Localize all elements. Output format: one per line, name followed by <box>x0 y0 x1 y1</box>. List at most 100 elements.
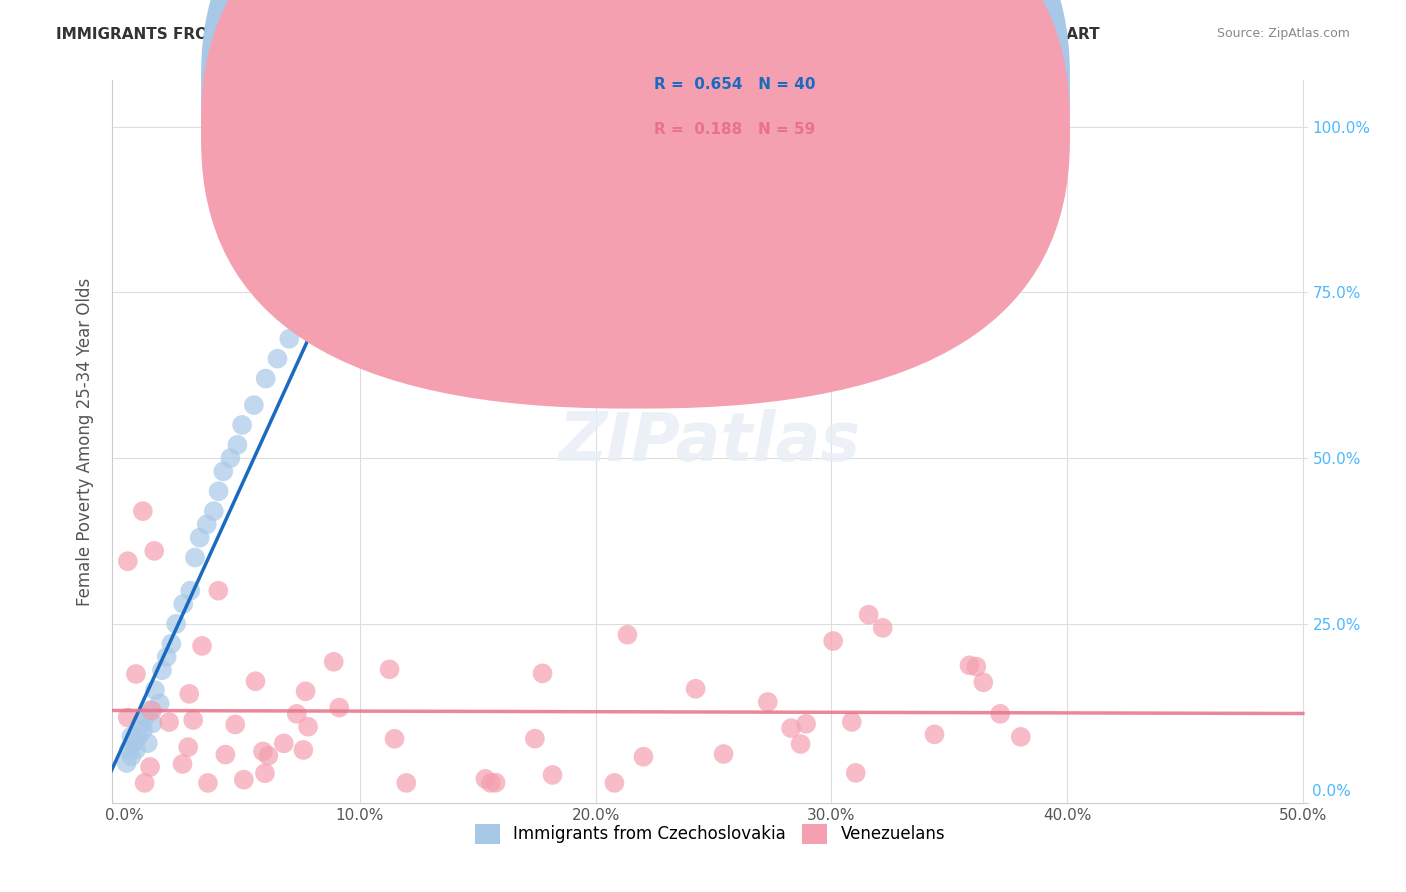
Point <box>184 550 207 565</box>
Point <box>328 700 350 714</box>
Point <box>141 704 163 718</box>
Point <box>685 681 707 696</box>
Point <box>232 772 254 787</box>
Point <box>872 621 894 635</box>
Point <box>143 544 166 558</box>
Point <box>127 730 149 744</box>
Point <box>858 607 880 622</box>
Point <box>142 716 165 731</box>
Point <box>523 731 546 746</box>
Point <box>253 766 276 780</box>
Point <box>181 713 204 727</box>
Point <box>143 683 166 698</box>
Point <box>395 776 418 790</box>
Point <box>207 484 229 499</box>
Point <box>823 634 845 648</box>
Point <box>285 706 308 721</box>
Point <box>531 666 554 681</box>
Point <box>118 743 141 757</box>
Point <box>396 172 419 186</box>
Point <box>156 650 179 665</box>
Point <box>179 583 201 598</box>
Text: R =  0.654   N = 40: R = 0.654 N = 40 <box>654 78 815 92</box>
Point <box>149 697 172 711</box>
Point <box>780 721 803 735</box>
Text: ZIPatlas: ZIPatlas <box>560 409 860 475</box>
Point <box>794 716 817 731</box>
Point <box>297 720 319 734</box>
Point <box>172 597 194 611</box>
Point <box>841 714 863 729</box>
Point <box>139 703 162 717</box>
Point <box>231 417 253 432</box>
Text: Source: ZipAtlas.com: Source: ZipAtlas.com <box>1216 27 1350 40</box>
Point <box>294 684 316 698</box>
Point <box>484 775 506 789</box>
Point <box>226 438 249 452</box>
Point <box>160 637 183 651</box>
Point <box>139 760 162 774</box>
Point <box>633 749 655 764</box>
Point <box>243 398 266 412</box>
Point <box>254 371 277 385</box>
Point <box>125 667 148 681</box>
Point <box>373 199 395 213</box>
Point <box>177 740 200 755</box>
Point <box>378 662 401 676</box>
Point <box>136 736 159 750</box>
Point <box>266 351 288 366</box>
Point <box>443 120 465 134</box>
Point <box>197 776 219 790</box>
Point <box>172 756 194 771</box>
Point <box>541 768 564 782</box>
Point <box>479 776 502 790</box>
Text: R =  0.188   N = 59: R = 0.188 N = 59 <box>654 122 815 136</box>
Point <box>302 305 325 319</box>
Point <box>224 717 246 731</box>
Point <box>245 674 267 689</box>
Point <box>988 706 1011 721</box>
Point <box>972 675 994 690</box>
Point <box>474 772 496 786</box>
Point <box>117 554 139 568</box>
Point <box>219 451 242 466</box>
Point <box>117 710 139 724</box>
Point <box>134 709 156 723</box>
Point <box>384 731 406 746</box>
Point <box>603 776 626 790</box>
Point <box>120 749 142 764</box>
Point <box>322 655 344 669</box>
Point <box>1010 730 1032 744</box>
Point <box>179 687 201 701</box>
Point <box>713 747 735 761</box>
Point <box>134 776 156 790</box>
Point <box>292 743 315 757</box>
Point <box>195 517 218 532</box>
Text: IMMIGRANTS FROM CZECHOSLOVAKIA VS VENEZUELAN FEMALE POVERTY AMONG 25-34 YEAR OLD: IMMIGRANTS FROM CZECHOSLOVAKIA VS VENEZU… <box>56 27 1099 42</box>
Point <box>924 727 946 741</box>
Point <box>191 639 214 653</box>
Point <box>157 714 180 729</box>
Point <box>278 332 301 346</box>
Point <box>132 723 155 737</box>
Point <box>125 743 148 757</box>
Point <box>789 737 811 751</box>
Y-axis label: Female Poverty Among 25-34 Year Olds: Female Poverty Among 25-34 Year Olds <box>76 277 94 606</box>
Point <box>212 464 235 478</box>
Point <box>845 766 868 780</box>
Point <box>165 616 187 631</box>
Point <box>207 583 229 598</box>
Point <box>188 531 211 545</box>
Point <box>965 659 987 673</box>
Legend: Immigrants from Czechoslovakia, Venezuelans: Immigrants from Czechoslovakia, Venezuel… <box>467 815 953 852</box>
Point <box>273 736 295 750</box>
Point <box>756 695 779 709</box>
Point <box>616 628 638 642</box>
Point <box>150 663 173 677</box>
Point <box>214 747 236 762</box>
Point <box>202 504 225 518</box>
Point <box>252 744 274 758</box>
Point <box>120 730 142 744</box>
Point <box>132 504 155 518</box>
Point <box>349 239 371 253</box>
